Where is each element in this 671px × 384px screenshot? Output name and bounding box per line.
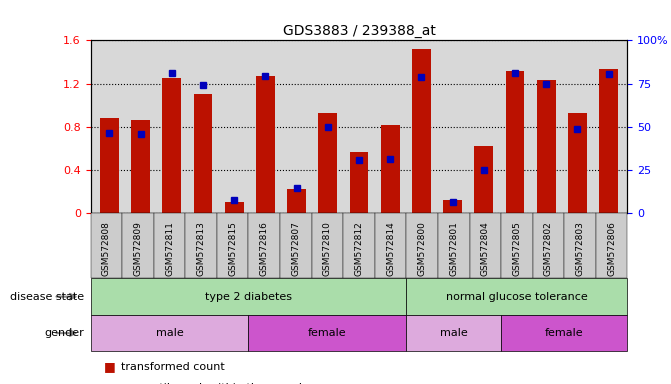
Text: female: female (545, 328, 584, 338)
Text: GSM572813: GSM572813 (197, 222, 205, 276)
Bar (193, 94, 212, 213)
Bar (506, 71, 525, 213)
Text: GSM572806: GSM572806 (607, 222, 616, 276)
Bar (319, 113, 337, 213)
Bar (444, 200, 462, 213)
Bar (100, 118, 119, 213)
Text: percentile rank within the sample: percentile rank within the sample (121, 383, 309, 384)
Bar (474, 146, 493, 213)
Text: female: female (308, 328, 347, 338)
Bar (599, 70, 618, 213)
Text: GSM572815: GSM572815 (228, 222, 237, 276)
Text: transformed count: transformed count (121, 362, 225, 372)
Text: GSM572802: GSM572802 (544, 222, 553, 276)
Bar (287, 189, 306, 213)
Text: GSM572801: GSM572801 (449, 222, 458, 276)
Text: GSM572814: GSM572814 (386, 222, 395, 276)
Bar (412, 49, 431, 213)
Text: ■: ■ (104, 360, 116, 373)
Bar (568, 113, 587, 213)
Text: GSM572809: GSM572809 (134, 222, 142, 276)
Text: GSM572808: GSM572808 (102, 222, 111, 276)
Bar (162, 78, 181, 213)
Text: type 2 diabetes: type 2 diabetes (205, 291, 292, 302)
Text: GSM572812: GSM572812 (354, 222, 364, 276)
Text: gender: gender (44, 328, 84, 338)
Bar (381, 124, 399, 213)
Bar (131, 120, 150, 213)
Text: GSM572803: GSM572803 (576, 222, 584, 276)
Text: GSM572816: GSM572816 (260, 222, 269, 276)
Text: GSM572804: GSM572804 (481, 222, 490, 276)
Title: GDS3883 / 239388_at: GDS3883 / 239388_at (282, 24, 435, 38)
Text: GSM572810: GSM572810 (323, 222, 332, 276)
Text: GSM572811: GSM572811 (165, 222, 174, 276)
Text: GSM572807: GSM572807 (291, 222, 301, 276)
Bar (256, 76, 274, 213)
Text: disease state: disease state (10, 291, 84, 302)
Text: GSM572805: GSM572805 (513, 222, 521, 276)
Bar (537, 80, 556, 213)
Bar (225, 202, 244, 213)
Bar (350, 152, 368, 213)
Text: normal glucose tolerance: normal glucose tolerance (446, 291, 588, 302)
Text: male: male (156, 328, 183, 338)
Text: ■: ■ (104, 381, 116, 384)
Text: GSM572800: GSM572800 (417, 222, 427, 276)
Text: male: male (440, 328, 468, 338)
